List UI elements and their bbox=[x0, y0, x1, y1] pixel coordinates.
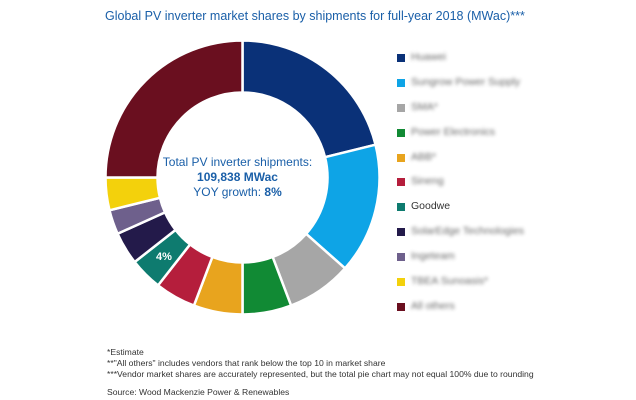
legend-label: Goodwe bbox=[411, 200, 451, 213]
chart-title: Global PV inverter market shares by ship… bbox=[105, 9, 525, 23]
yoy-growth: YOY growth: 8% bbox=[150, 185, 325, 200]
legend-swatch bbox=[397, 253, 405, 262]
legend-label: Huawei bbox=[411, 51, 447, 63]
legend-label: Power Electronics bbox=[411, 125, 496, 138]
legend-swatch bbox=[397, 78, 405, 87]
legend-swatch bbox=[397, 178, 405, 187]
yoy-growth-label: YOY growth: bbox=[193, 185, 265, 199]
legend-swatch bbox=[397, 203, 405, 212]
legend-label: Sungrow Power Supply bbox=[411, 75, 521, 88]
legend-label: Sineng bbox=[411, 175, 444, 188]
center-label: Total PV inverter shipments: bbox=[162, 155, 313, 169]
legend-label: TBEA Sunoasis* bbox=[411, 275, 489, 288]
legend-label: All others bbox=[411, 299, 455, 312]
legend-swatch bbox=[397, 302, 405, 311]
legend-swatch bbox=[397, 54, 405, 62]
legend-swatch bbox=[397, 153, 405, 162]
footnotes: *Estimate **"All others" includes vendor… bbox=[107, 347, 534, 398]
legend-label: SolarEdge Technologies bbox=[411, 225, 525, 238]
legend-label: SMA* bbox=[411, 100, 438, 113]
slice-all-others bbox=[104, 39, 244, 179]
legend-label: Ingeteam bbox=[411, 250, 455, 263]
footnote-all-others: **"All others" includes vendors that ran… bbox=[107, 358, 386, 368]
yoy-growth-value: 8% bbox=[264, 185, 282, 199]
data-label-goodwe: 4% bbox=[156, 251, 172, 263]
slice-huawei bbox=[241, 39, 378, 159]
total-shipments-value: 109,838 MWac bbox=[197, 170, 278, 184]
center-summary: Total PV inverter shipments: 109,838 MWa… bbox=[150, 155, 325, 200]
legend-swatch bbox=[397, 103, 405, 112]
footnote-rounding: ***Vendor market shares are accurately r… bbox=[107, 369, 534, 379]
footnote-estimate: *Estimate bbox=[107, 347, 144, 357]
legend-swatch bbox=[397, 278, 405, 287]
legend-swatch bbox=[397, 128, 405, 137]
legend-swatch bbox=[397, 228, 405, 237]
legend-label: ABB* bbox=[411, 150, 437, 163]
donut-chart: 4% bbox=[104, 39, 381, 316]
source-note: Source: Wood Mackenzie Power & Renewable… bbox=[107, 387, 290, 397]
